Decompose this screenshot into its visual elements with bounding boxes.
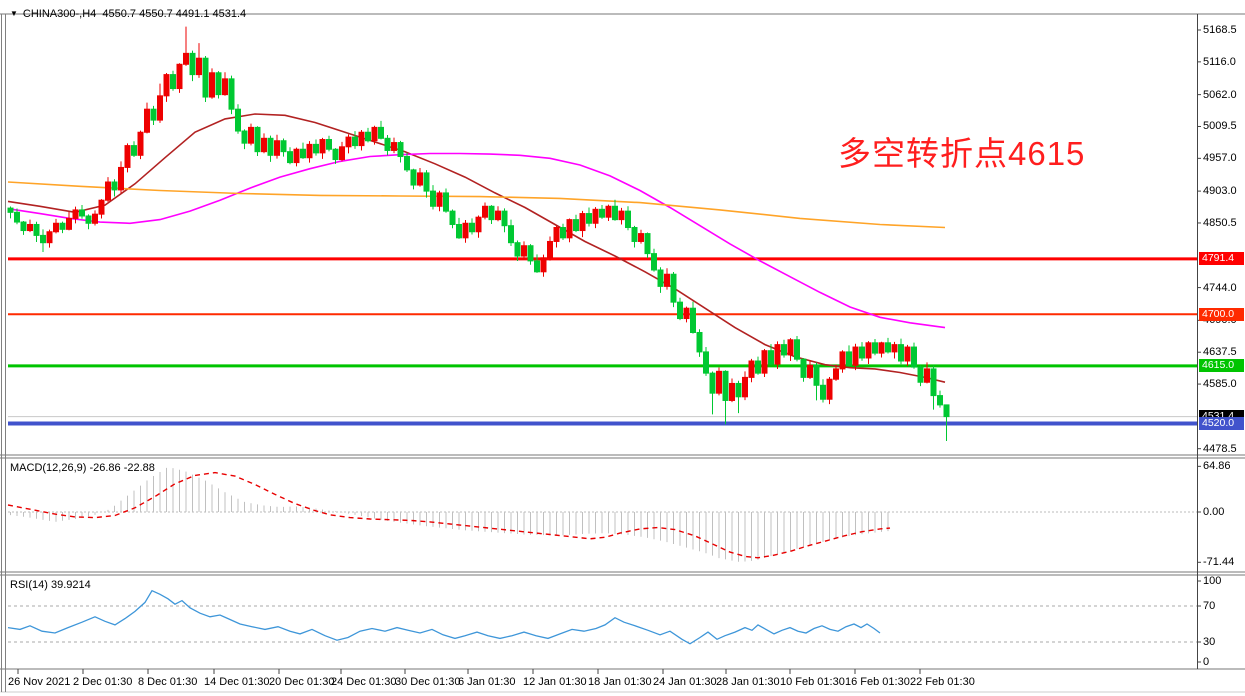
time-tick-label: 6 Jan 01:30 xyxy=(458,676,516,688)
time-tick-label: 24 Dec 01:30 xyxy=(331,676,397,688)
horizontal-level-lines[interactable] xyxy=(8,257,1197,426)
rsi-indicator-label: RSI(14) 39.9214 xyxy=(10,579,91,591)
price-badge-4615.0: 4615.0 xyxy=(1199,359,1244,373)
panel-frame xyxy=(0,13,1245,693)
slow-ma-line xyxy=(7,181,946,229)
price-tick-label: 5062.0 xyxy=(1203,88,1237,101)
mid-ma-line xyxy=(7,152,946,329)
macd-signal-line xyxy=(7,471,891,559)
price-badge-4791.4: 4791.4 xyxy=(1199,252,1244,266)
time-tick-label: 18 Jan 01:30 xyxy=(588,676,652,688)
ohlc-values: 4550.7 4550.7 4491.1 4531.4 xyxy=(102,8,247,20)
price-tick-label: 4903.0 xyxy=(1203,185,1237,198)
price-tick-label: 4637.5 xyxy=(1203,346,1237,359)
price-tick-label: 4744.0 xyxy=(1203,281,1237,294)
rsi-tick-label: 100 xyxy=(1203,575,1222,587)
time-tick-label: 24 Jan 01:30 xyxy=(653,676,717,688)
rsi-tick-label: 70 xyxy=(1203,600,1216,612)
time-tick-label: 14 Dec 01:30 xyxy=(204,676,270,688)
candlestick-series xyxy=(7,26,950,442)
macd-tick-label: 0.00 xyxy=(1203,506,1225,518)
price-tick-label: 4478.5 xyxy=(1203,442,1237,455)
time-tick-label: 2 Dec 01:30 xyxy=(73,676,133,688)
chart-title: ▼ CHINA300-,H4 4550.7 4550.7 4491.1 4531.… xyxy=(10,8,246,20)
time-tick-label: 30 Dec 01:30 xyxy=(395,676,461,688)
moving-average-lines xyxy=(7,113,946,383)
price-tick-label: 4585.0 xyxy=(1203,378,1237,391)
macd-indicator xyxy=(7,467,1197,562)
price-tick-label: 5009.5 xyxy=(1203,120,1237,133)
macd-tick-label: -71.44 xyxy=(1203,556,1235,569)
rsi-tick-label: 30 xyxy=(1203,636,1216,648)
time-tick-label: 28 Jan 01:30 xyxy=(716,676,780,688)
symbol-period-label: CHINA300-,H4 xyxy=(22,8,97,20)
time-tick-label: 10 Feb 01:30 xyxy=(780,676,845,688)
price-badge-4700.0: 4700.0 xyxy=(1199,307,1244,321)
fast-ma-line xyxy=(7,113,946,383)
time-tick-label: 20 Dec 01:30 xyxy=(269,676,335,688)
time-tick-label: 22 Feb 01:30 xyxy=(910,676,975,688)
chart-text-annotation: 多空转折点4615 xyxy=(838,135,1086,172)
chevron-down-icon[interactable]: ▼ xyxy=(10,9,18,18)
time-tick-label: 26 Nov 2021 xyxy=(8,676,71,688)
price-tick-label: 4850.5 xyxy=(1203,216,1237,229)
time-tick-label: 16 Feb 01:30 xyxy=(845,676,910,688)
price-tick-label: 5116.0 xyxy=(1203,55,1236,68)
price-badge-4520.0: 4520.0 xyxy=(1199,417,1244,430)
rsi-tick-label: 0 xyxy=(1203,656,1210,668)
rsi-line xyxy=(7,589,881,645)
price-tick-label: 4957.0 xyxy=(1203,152,1237,165)
axis-tick-marks xyxy=(17,29,1201,674)
time-tick-label: 8 Dec 01:30 xyxy=(138,676,198,688)
rsi-indicator xyxy=(7,589,1197,645)
macd-indicator-label: MACD(12,26,9) -26.86 -22.88 xyxy=(10,462,155,474)
time-tick-label: 12 Jan 01:30 xyxy=(523,676,587,688)
macd-tick-label: 64.86 xyxy=(1203,460,1231,473)
price-tick-label: 5168.5 xyxy=(1203,24,1237,36)
